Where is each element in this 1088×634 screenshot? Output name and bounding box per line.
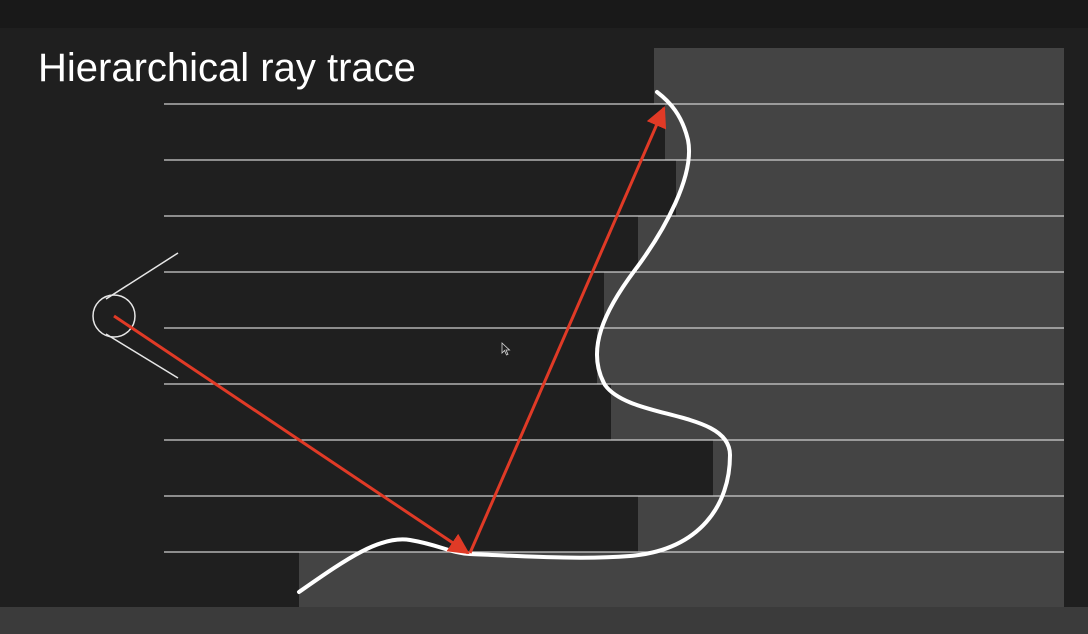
slide-title: Hierarchical ray trace: [38, 46, 416, 90]
level-lines: [164, 103, 1064, 553]
incident-ray: [113, 314, 470, 555]
surface-curve: [297, 90, 733, 594]
depth-block: [654, 48, 1064, 104]
depth-block: [676, 160, 1064, 216]
top-band: [0, 0, 1088, 28]
depth-block: [713, 440, 1064, 496]
depth-blocks: [299, 48, 1064, 607]
depth-block: [604, 272, 1064, 328]
depth-block: [638, 496, 1064, 552]
reflected-ray: [468, 106, 667, 554]
depth-block: [638, 216, 1064, 272]
eye-camera-icon: [92, 252, 179, 379]
depth-block: [665, 104, 1064, 160]
depth-block: [611, 384, 1064, 440]
depth-block: [597, 328, 1064, 384]
mouse-pointer-icon: [501, 342, 511, 356]
depth-block: [299, 552, 1064, 607]
bottom-bar: [0, 607, 1088, 634]
